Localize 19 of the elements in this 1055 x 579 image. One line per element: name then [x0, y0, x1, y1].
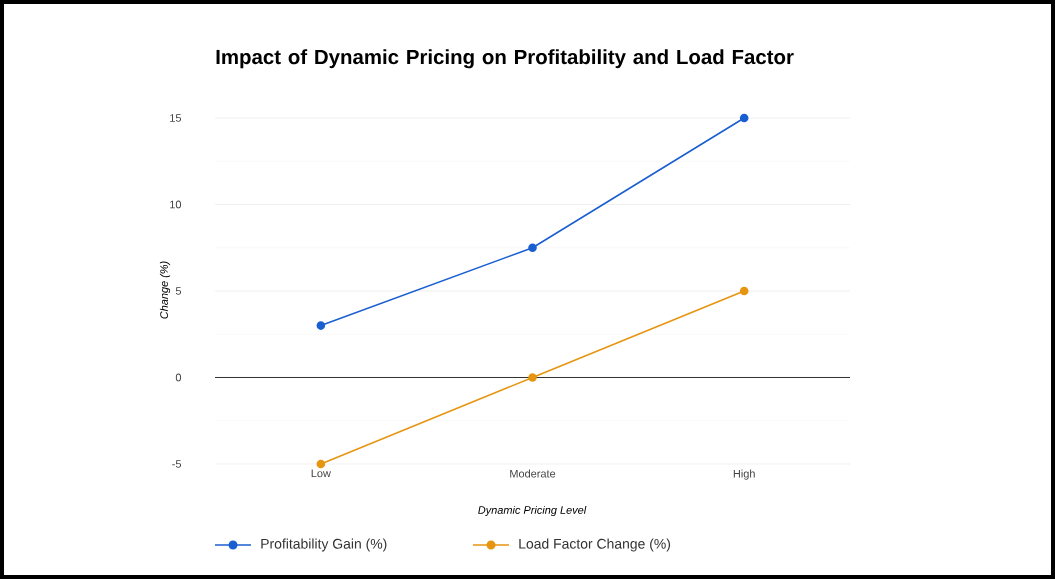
- chart-title: Impact of Dynamic Pricing on Profitability and Load Factor: [216, 49, 794, 69]
- point: [528, 243, 537, 253]
- x-axis-title: Dynamic Pricing Level: [478, 505, 587, 517]
- point: [528, 373, 537, 382]
- point: [739, 113, 749, 123]
- point: [316, 459, 326, 469]
- x-tick-label: High: [733, 469, 755, 480]
- point: [316, 321, 326, 330]
- point: [739, 286, 749, 296]
- legend-label: Load Factor Change (%): [519, 538, 671, 552]
- y-tick-label: 0: [175, 373, 182, 382]
- x-tick-label: Moderate: [510, 469, 556, 478]
- x-tick-label: Low: [311, 469, 331, 478]
- y-tick-label: 5: [175, 287, 182, 295]
- y-tick-label: 10: [170, 200, 182, 209]
- y-axis-title: Change (%): [159, 261, 171, 319]
- y-tick-label: -5: [172, 460, 182, 468]
- legend-label: Profitability Gain (%): [261, 538, 387, 552]
- y-tick-label: 15: [170, 114, 182, 122]
